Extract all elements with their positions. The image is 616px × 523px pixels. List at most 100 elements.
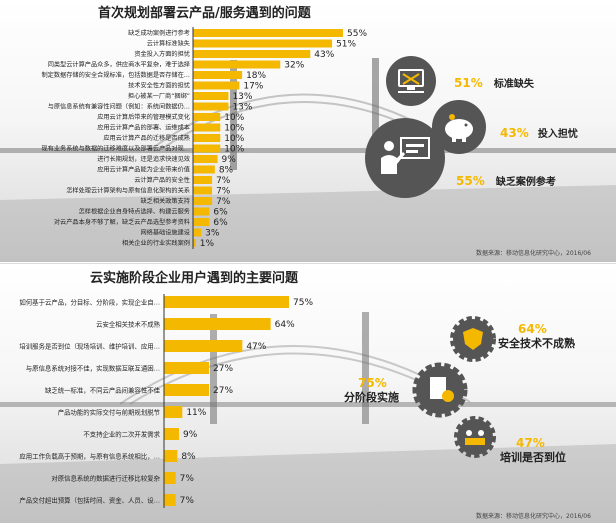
highlight-row-4: 64%	[518, 318, 547, 337]
highlight-row-6b: 培训是否到位	[500, 446, 566, 465]
highlight-circle-3	[365, 118, 445, 198]
data-label: 9%	[183, 430, 198, 440]
bar	[193, 176, 213, 184]
highlight-row-2: 43% 投入担忧	[500, 122, 578, 141]
highlight-circle-1	[386, 56, 436, 106]
highlight-pct-6: 47%	[516, 436, 545, 450]
data-label: 8%	[219, 166, 234, 176]
bar	[164, 494, 176, 506]
panel1-title: 首次规划部署云产品/服务遇到的问题	[98, 6, 311, 21]
highlight-pct-1: 51%	[454, 76, 483, 90]
bar	[193, 29, 343, 37]
bar	[164, 384, 209, 396]
category-label: 与原信息系统有兼容性问题（例如：系统间数据仍…	[48, 103, 190, 111]
highlight-row-3: 55% 缺乏案例参考	[456, 170, 556, 189]
highlight-pct-5: 75%	[358, 376, 387, 390]
highlight-pct-3: 55%	[456, 174, 485, 188]
category-label: 产品交付超出预算（包括时间、资金、人员、设…	[19, 495, 160, 504]
bar	[164, 450, 178, 462]
data-label: 27%	[213, 386, 233, 396]
bar	[193, 197, 213, 205]
bar	[164, 472, 176, 484]
data-label: 13%	[232, 92, 252, 102]
category-label: 进行长期规划，还是追求快速见效	[97, 155, 190, 163]
highlight-label-3: 缺乏案例参考	[495, 177, 556, 188]
category-label: 应用云计算产品的迁移是否成熟	[103, 134, 190, 142]
data-label: 17%	[243, 82, 263, 92]
bar	[193, 134, 221, 142]
panel2-source: 数据来源：移动信息化研究中心，2016/06	[476, 513, 591, 520]
bar	[193, 92, 229, 100]
bar	[193, 81, 240, 90]
bar	[193, 102, 229, 111]
bar	[164, 406, 183, 418]
bar	[164, 428, 179, 440]
category-label: 缺乏成功案例进行参考	[128, 29, 190, 37]
category-label: 应用云计算后带来的管理模式变化	[97, 113, 190, 121]
bar	[193, 186, 213, 195]
highlight-row-4b: 安全技术不成熟	[498, 332, 575, 351]
shield-hand-icon	[450, 316, 496, 362]
category-label: 怎样处理云计算架构与原有信息化架构的关系	[66, 187, 190, 195]
data-label: 6%	[213, 218, 228, 228]
category-label: 技术安全性方面的担忧	[128, 82, 190, 90]
highlight-label-1: 标准缺失	[493, 79, 534, 90]
highlight-pct-2: 43%	[500, 126, 529, 140]
training-people-icon	[454, 416, 496, 458]
data-label: 10%	[224, 124, 244, 134]
bar	[193, 228, 202, 237]
data-label: 47%	[246, 342, 266, 352]
category-label: 缺乏统一标准，不同云产品间兼容性不佳	[45, 385, 161, 394]
highlight-label-6: 培训是否到位	[500, 451, 566, 464]
data-label: 6%	[213, 208, 228, 218]
bar	[193, 123, 221, 132]
bar	[193, 39, 333, 48]
bar	[193, 165, 215, 174]
category-label: 云计算标准缺失	[147, 40, 190, 48]
highlight-row-5b: 分阶段实施	[344, 386, 399, 405]
category-label: 应用工作负载高于预期，与原有信息系统相比，…	[19, 451, 160, 460]
bar	[193, 113, 221, 121]
data-label: 7%	[216, 176, 231, 186]
category-label: 云计算产品的安全性	[134, 176, 190, 184]
data-label: 7%	[216, 187, 231, 197]
bar	[164, 318, 271, 330]
category-label: 相关企业的行业实践案例	[122, 239, 190, 247]
highlight-row-1: 51% 标准缺失	[454, 72, 534, 91]
data-label: 10%	[224, 145, 244, 155]
bar	[193, 155, 218, 163]
data-label: 11%	[186, 408, 206, 418]
category-label: 产品功能的实际交付与前期规划脱节	[58, 407, 161, 416]
category-label: 缺乏相关政策支持	[141, 197, 191, 205]
data-label: 10%	[224, 113, 244, 123]
data-label: 55%	[347, 29, 367, 39]
highlight-row-6: 47%	[516, 432, 545, 451]
category-label: 现有业务系统与数据的迁移难度以及部署云产品对现…	[42, 145, 191, 153]
bar	[193, 50, 311, 58]
category-label: 应用云计算产品的部署、运维成本	[97, 124, 190, 132]
highlight-row-5: 75%	[358, 372, 387, 391]
data-label: 7%	[216, 197, 231, 207]
category-label: 如何基于云产品，分目标、分阶段，实现企业自…	[19, 297, 160, 306]
category-label: 与原信息系统对接不佳，实现数据互联互通困…	[26, 363, 160, 372]
data-label: 7%	[180, 474, 195, 484]
panel2-title: 云实施阶段企业用户遇到的主要问题	[90, 271, 299, 286]
panel-first-deployment: 首次规划部署云产品/服务遇到的问题 缺乏成功案例进行参考 55% 云计算标准缺失 51…	[0, 0, 616, 262]
bar	[193, 218, 210, 226]
data-label: 3%	[205, 229, 220, 239]
data-label: 75%	[293, 298, 313, 308]
piggy-bank-icon	[445, 114, 473, 142]
data-label: 8%	[181, 452, 196, 462]
category-label: 云安全相关技术不成熟	[96, 319, 161, 328]
bridge-background-2	[0, 312, 616, 523]
category-label: 应用云计算产品能为企业带来价值	[97, 166, 190, 174]
clipboard-clock-icon	[412, 362, 468, 418]
data-label: 1%	[200, 239, 215, 249]
bar	[193, 71, 243, 79]
computer-tools-icon	[398, 69, 424, 93]
panel-implementation: 云实施阶段企业用户遇到的主要问题 如何基于云产品，分目标、分阶段，实现企业自… 7…	[0, 263, 616, 523]
category-label: 对云产品本身不够了解，缺乏云产品选型参考资料	[54, 218, 190, 226]
bar	[164, 296, 289, 308]
bar	[193, 207, 210, 216]
category-label: 资金投入方面的担忧	[134, 50, 190, 58]
